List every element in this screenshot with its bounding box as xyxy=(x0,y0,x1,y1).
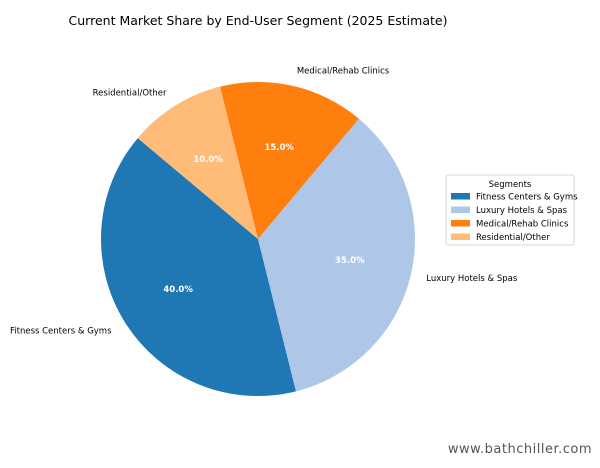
legend-swatch xyxy=(451,206,470,213)
slice-percent-label: 35.0% xyxy=(335,256,365,266)
legend-title: Segments xyxy=(489,180,532,190)
chart-title: Current Market Share by End-User Segment… xyxy=(69,13,448,28)
legend-frame xyxy=(445,174,575,246)
slice-label: Luxury Hotels & Spas xyxy=(426,274,518,284)
watermark: www.bathchiller.com xyxy=(448,442,592,457)
slice-percent-label: 15.0% xyxy=(264,143,294,153)
pie-slice-3 xyxy=(137,86,258,239)
slice-label: Fitness Centers & Gyms xyxy=(10,327,112,337)
legend-entry: Fitness Centers & Gyms xyxy=(476,193,578,203)
slice-label: Medical/Rehab Clinics xyxy=(297,67,390,77)
pie-slice-1 xyxy=(258,118,416,392)
legend-entry: Luxury Hotels & Spas xyxy=(476,206,568,216)
legend-swatch xyxy=(451,233,470,240)
pie-slice-0 xyxy=(100,138,296,397)
legend-entry: Residential/Other xyxy=(476,233,550,243)
slice-label: Residential/Other xyxy=(93,89,167,99)
legend: Segments Fitness Centers & Gyms Luxury Ho… xyxy=(445,174,578,246)
legend-swatch xyxy=(451,193,470,200)
pie-slice-2 xyxy=(220,82,359,239)
legend-entry: Medical/Rehab Clinics xyxy=(476,220,569,230)
slice-percent-label: 40.0% xyxy=(163,285,193,295)
legend-swatch xyxy=(451,220,470,227)
slice-percent-label: 10.0% xyxy=(193,155,223,165)
